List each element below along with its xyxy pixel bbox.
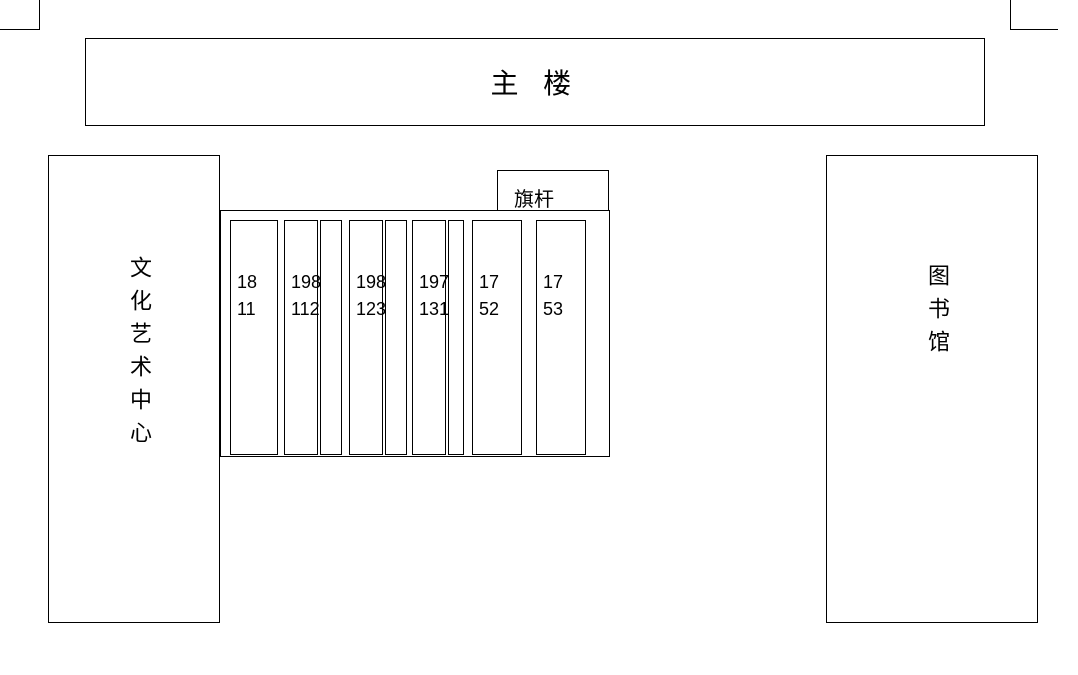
slot-3: 198123 [349,220,383,455]
slot-label-3: 198123 [356,269,386,323]
slot-8: 1753 [536,220,586,455]
slot-label-0: 1811 [237,269,257,323]
top-stub-right [1010,0,1058,30]
slot-6 [448,220,464,455]
slot-label-1: 198112 [291,269,321,323]
slot-2 [320,220,342,455]
slot-1: 198112 [284,220,318,455]
right-wing: 图书馆 [826,155,1038,623]
slot-7: 1752 [472,220,522,455]
top-stub-left [0,0,40,30]
left-wing: 文化艺术中心 [48,155,220,623]
slot-label-7: 1752 [479,269,499,323]
slot-4 [385,220,407,455]
slot-0: 1811 [230,220,278,455]
flagpole-label: 旗杆 [514,183,554,212]
slot-label-8: 1753 [543,269,563,323]
slot-5: 197131 [412,220,446,455]
left-wing-label: 文化艺术中心 [123,256,155,454]
slot-label-5: 197131 [419,269,449,323]
main-building-label: 主 楼 [491,62,580,102]
right-wing-label: 图书馆 [921,264,953,363]
main-building: 主 楼 [85,38,985,126]
